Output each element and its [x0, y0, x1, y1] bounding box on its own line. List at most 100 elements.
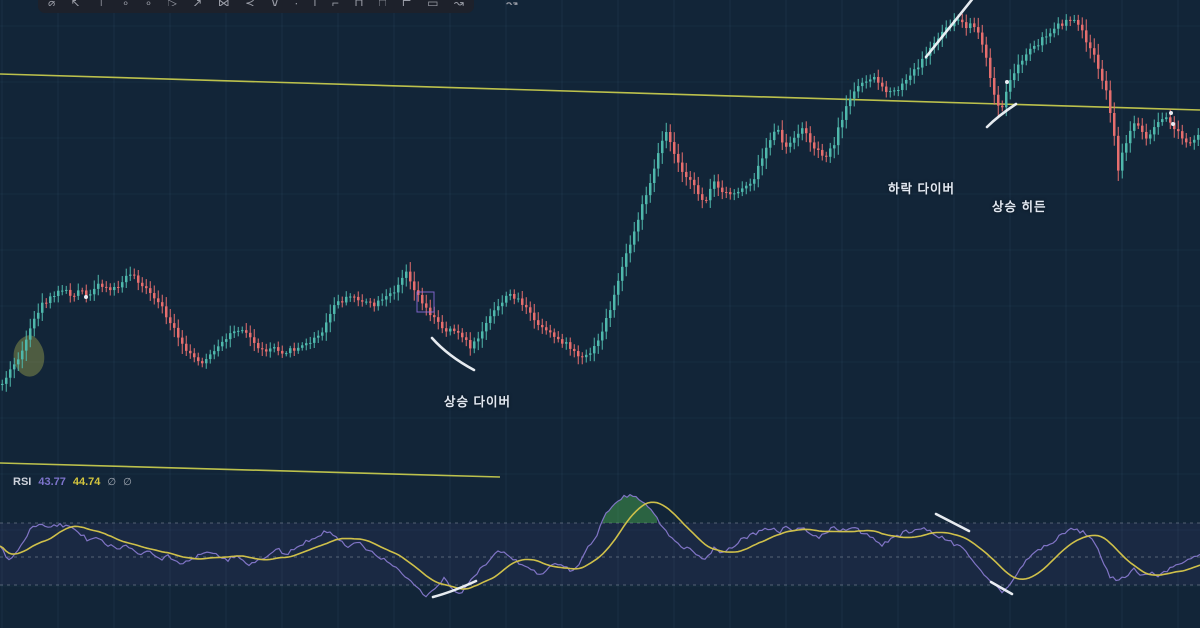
candle-body [609, 310, 612, 319]
upper-channel-line[interactable] [0, 73, 1200, 111]
candle-body [745, 185, 748, 189]
bearish-divergence-label[interactable]: 하락 다이버 [888, 182, 955, 196]
small-white-marker[interactable] [1169, 111, 1173, 115]
angle-tool-icon[interactable]: ≺ [245, 0, 255, 6]
rsi-indicator-legend[interactable]: RSI 43.77 44.74 ∅ ∅ [13, 476, 132, 488]
highlight-brush-blob[interactable] [13, 335, 45, 377]
trendline-tool-icon[interactable]: ⋈ [218, 0, 230, 6]
candle-body [77, 290, 80, 296]
rsi-band [0, 523, 1200, 585]
candle-body [821, 149, 824, 156]
candle-body [977, 27, 980, 33]
rsi-line[interactable] [0, 493, 1200, 598]
squiggle-tool-icon[interactable]: ↝ [454, 0, 464, 6]
candle-body [965, 22, 968, 29]
candle-body [433, 315, 436, 318]
point-tool-icon[interactable]: ∘ [145, 0, 153, 6]
candle-body [269, 348, 272, 352]
lower-channel-line[interactable] [0, 462, 501, 478]
candle-body [1057, 23, 1060, 29]
triangle-tool-icon[interactable]: ▷ [168, 0, 177, 6]
rsi-ma-line[interactable] [0, 501, 1200, 590]
candle-body [885, 86, 888, 93]
candle-body [869, 79, 872, 82]
candle-body [17, 359, 20, 365]
small-white-marker[interactable] [1171, 122, 1175, 126]
range-tool-icon[interactable]: ⊏ [402, 0, 412, 6]
candle-body [985, 44, 988, 58]
candle-body [1033, 45, 1036, 49]
candle-body [701, 194, 704, 200]
candle-body [833, 145, 836, 149]
candle-body [337, 301, 340, 306]
candle-body [881, 82, 884, 87]
candle-body [645, 195, 648, 205]
vline-tool-icon[interactable]: | [313, 0, 316, 6]
candle-body [689, 177, 692, 180]
candle-body [737, 191, 740, 194]
curve-arrow-tool-icon[interactable]: ↝ [506, 0, 518, 5]
candle-body [1085, 30, 1088, 43]
candle-body [625, 253, 628, 267]
candle-body [709, 188, 712, 201]
candle-body [1013, 73, 1016, 81]
candle-body [49, 296, 52, 304]
rsi-indicator-title[interactable]: RSI [13, 476, 32, 488]
candle-body [1125, 143, 1128, 153]
small-white-marker[interactable] [84, 295, 88, 299]
candle-body [829, 148, 832, 157]
candle-body [605, 318, 608, 332]
purple-drawn-rectangle[interactable] [416, 291, 435, 313]
drawing-toolbar[interactable]: ⌀ ↖ ⊤ ∘ ∘ ▷ ↗ ⋈ ≺ ∨ ∙ | ⌐ ⊓ □ ⊏ ▭ ↝ [38, 0, 474, 13]
candle-body [557, 336, 560, 340]
candle-body [221, 341, 224, 347]
candle-body [241, 330, 244, 332]
candle-body [33, 318, 36, 329]
box-tool-icon[interactable]: ▭ [427, 0, 438, 6]
dot-tool-icon[interactable]: ∘ [122, 0, 130, 6]
candle-body [617, 280, 620, 295]
bullish-divergence-label[interactable]: 상승 다이버 [444, 395, 511, 409]
crosshair-tool-icon[interactable]: ⊤ [96, 0, 106, 6]
marker-tool-icon[interactable]: ∙ [295, 0, 298, 6]
candle-body [5, 377, 8, 384]
candle-body [1133, 123, 1136, 131]
ray-tool-icon[interactable]: ⌐ [332, 0, 339, 6]
candle-body [529, 307, 532, 313]
candle-body [961, 19, 964, 23]
rsi-hidden-bullish-line[interactable] [989, 580, 1014, 596]
candle-body [705, 199, 708, 201]
candle-body [753, 179, 756, 184]
bullish-hidden-label[interactable]: 상승 히든 [992, 200, 1047, 214]
candle-body [137, 275, 140, 283]
candle-body [153, 293, 156, 299]
candle-body [1129, 130, 1132, 144]
rsi-bearish-divergence-line[interactable] [934, 512, 971, 533]
rsi-bullish-divergence-line[interactable] [431, 579, 478, 599]
price-hidden-bullish-line[interactable] [985, 102, 1018, 129]
eraser-tool-icon[interactable]: ↖ [71, 0, 81, 6]
candle-body [1181, 131, 1184, 139]
rect-tool-icon[interactable]: □ [379, 0, 386, 6]
small-white-marker[interactable] [1005, 80, 1009, 84]
candle-body [469, 339, 472, 349]
bracket-tool-icon[interactable]: ⊓ [354, 0, 363, 6]
candle-body [561, 339, 564, 344]
candle-body [1021, 60, 1024, 65]
candle-body [1009, 80, 1012, 92]
candle-body [213, 351, 216, 355]
candle-body [789, 142, 792, 147]
cursor-tool-icon[interactable]: ⌀ [48, 0, 55, 6]
candle-body [369, 301, 372, 303]
price-bullish-divergence-line[interactable] [430, 336, 476, 372]
arrow-tool-icon[interactable]: ↗ [192, 0, 202, 6]
check-tool-icon[interactable]: ∨ [271, 0, 280, 6]
candle-body [265, 349, 268, 352]
candle-body [1053, 28, 1056, 34]
candle-body [473, 341, 476, 349]
price-bearish-peak-line[interactable] [924, 0, 974, 59]
candle-body [381, 299, 384, 301]
candle-body [141, 282, 144, 287]
candle-body [569, 342, 572, 349]
